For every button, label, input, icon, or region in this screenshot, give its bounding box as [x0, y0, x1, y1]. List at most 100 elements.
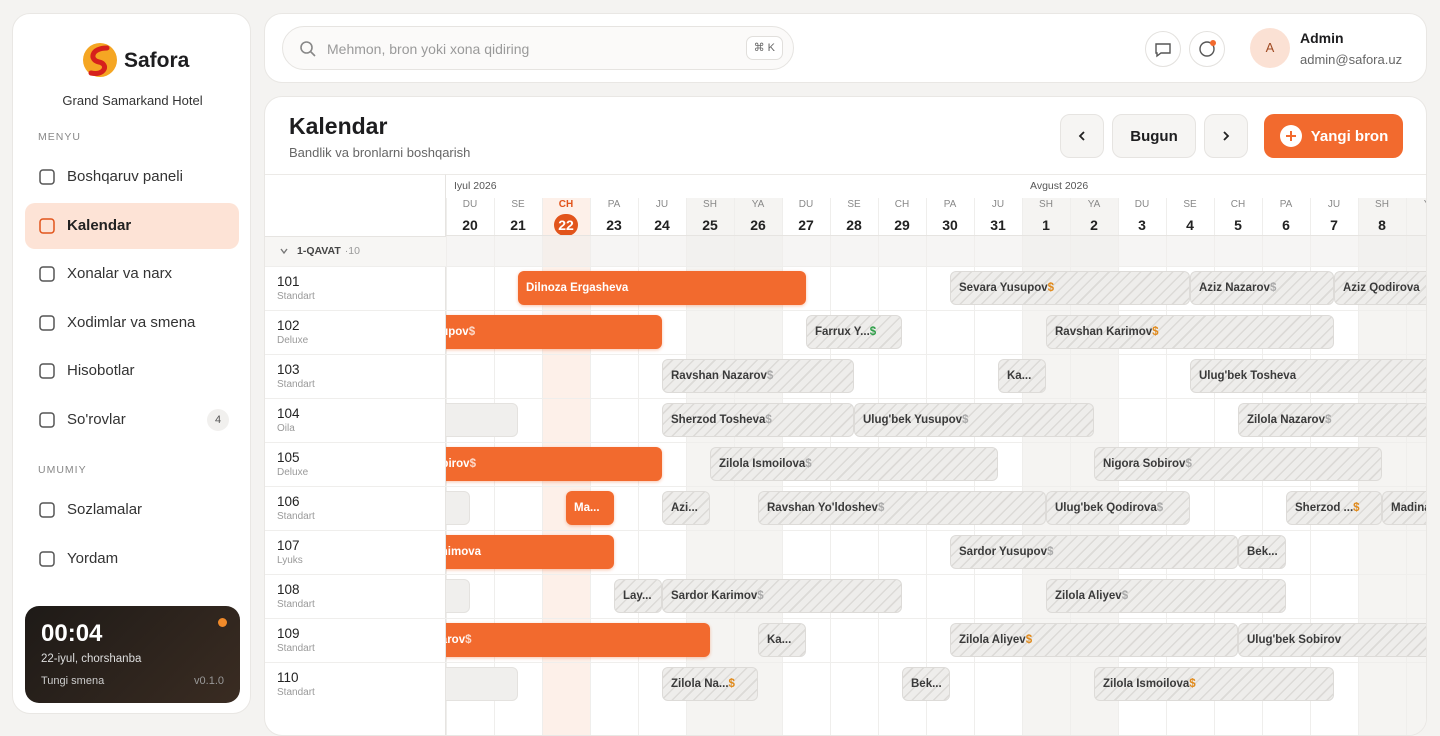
- nav-item[interactable]: Boshqaruv paneli: [25, 154, 239, 200]
- nav-item[interactable]: Sozlamalar: [25, 487, 239, 533]
- messages-button[interactable]: [1145, 31, 1181, 67]
- weekday-label: PA: [1279, 199, 1293, 210]
- booking-bar[interactable]: Farrux Y... $: [806, 315, 902, 349]
- booking-bar[interactable]: Bek...: [1238, 535, 1286, 569]
- guest-name: Ulug'bek Sobirov: [1247, 634, 1342, 646]
- day-label: 20: [462, 217, 478, 233]
- booking-bar[interactable]: Ravshan Yo'ldoshev $: [758, 491, 1046, 525]
- topbar: Mehmon, bron yoki xona qidiring ⌘ K A Ad…: [264, 13, 1427, 83]
- day-label: 24: [654, 217, 670, 233]
- booking-bar[interactable]: S: [446, 579, 470, 613]
- nav-item[interactable]: Hisobotlar: [25, 348, 239, 394]
- day-label: 5: [1234, 217, 1242, 233]
- room-row: [265, 574, 446, 618]
- booking-bar[interactable]: Zilola Aliyev $: [1046, 579, 1286, 613]
- booking-bar[interactable]: Ka...: [998, 359, 1046, 393]
- notifications-button[interactable]: [1189, 31, 1225, 67]
- room-row: [265, 618, 446, 662]
- room-number: 103: [277, 362, 300, 377]
- weekday-label: JU: [991, 199, 1005, 210]
- room-number: 106: [277, 494, 300, 509]
- nav-item[interactable]: Xonalar va narx: [25, 251, 239, 297]
- booking-bar[interactable]: Nigora Sobirov $: [1094, 447, 1382, 481]
- booking-bar[interactable]: Dilnoza Ergasheva: [518, 271, 806, 305]
- booking-bar[interactable]: Sherzod ... $: [1286, 491, 1382, 525]
- nav-item[interactable]: Xodimlar va smena: [25, 300, 239, 346]
- chevron-right: [1223, 131, 1230, 141]
- booking-bar[interactable]: Ulug'bek Qodirova $: [1046, 491, 1190, 525]
- section-title: MENYU: [38, 131, 81, 143]
- search-box[interactable]: Mehmon, bron yoki xona qidiring ⌘ K: [282, 26, 794, 70]
- guest-name: Ulug'bek Tosheva: [1199, 370, 1297, 382]
- booking-bar[interactable]: Azi...: [662, 491, 710, 525]
- day-label: 4: [1186, 217, 1194, 233]
- booking-bar[interactable]: Dilnoza Rahimova: [446, 535, 614, 569]
- booking-bar[interactable]: Madina: [1382, 491, 1427, 525]
- search-placeholder: Mehmon, bron yoki xona qidiring: [327, 41, 530, 57]
- booking-bar[interactable]: Sherzod Tosheva $: [662, 403, 854, 437]
- guest-name: Ravshan Nazarov: [671, 370, 767, 382]
- booking-bar[interactable]: Gul...$: [446, 403, 518, 437]
- booking-bar[interactable]: Ma...: [566, 491, 614, 525]
- weekday-label: SH: [1375, 199, 1389, 210]
- booking-bar[interactable]: Bek...: [902, 667, 950, 701]
- row-line: [446, 530, 1426, 531]
- guest-name: Ma...: [574, 502, 600, 514]
- booking-bar[interactable]: Sevara Yusupov $: [950, 271, 1190, 305]
- booking-bar[interactable]: Ka...$: [446, 667, 518, 701]
- booking-bar[interactable]: Ulug'bek Tosheva: [1190, 359, 1426, 393]
- room-number: 101: [277, 274, 300, 289]
- booking-bar[interactable]: Aziz Nazarov $: [1190, 271, 1334, 305]
- status-dot: [218, 618, 227, 627]
- room-number: 108: [277, 582, 300, 597]
- booking-bar[interactable]: Ulug'bek Sobirov: [1238, 623, 1426, 657]
- nav-item[interactable]: Kalendar: [25, 202, 239, 249]
- booking-bar[interactable]: Farrux Yusupov$: [446, 315, 662, 349]
- booking-bar[interactable]: B: [446, 491, 470, 525]
- room-type: Standart: [277, 511, 315, 522]
- booking-bar[interactable]: Ulug'bek Yusupov $: [854, 403, 1094, 437]
- weekday-label: DU: [462, 199, 478, 210]
- guest-name: Zilola Ismoilova: [719, 458, 806, 470]
- booking-bar[interactable]: Aziz Qodirova: [1334, 271, 1426, 305]
- nav-label: So'rovlar: [67, 410, 126, 428]
- guest-name: Ulug'bek Yusupov: [863, 414, 963, 426]
- guest-name: Zilola Aliyev: [959, 634, 1026, 646]
- room-number: 105: [277, 450, 300, 465]
- avatar[interactable]: A: [1250, 28, 1290, 68]
- room-type: Deluxe: [277, 335, 309, 346]
- collapse-icon[interactable]: [279, 246, 289, 256]
- weekday-label: SH: [1039, 199, 1053, 210]
- booking-bar[interactable]: Zilola Ismoilova $: [710, 447, 998, 481]
- guest-name: Madina: [1391, 502, 1427, 514]
- new-booking-button[interactable]: Yangi bron: [1264, 114, 1403, 158]
- booking-bar[interactable]: Sardor Yusupov $: [950, 535, 1238, 569]
- booking-bar[interactable]: Kamola Sobirov$: [446, 447, 662, 481]
- row-line: [446, 442, 1426, 443]
- today-button[interactable]: Bugun: [1112, 114, 1196, 158]
- booking-bar[interactable]: Ravshan Nazarov $: [662, 359, 854, 393]
- guest-name: Zilola Aliyev: [1055, 590, 1122, 602]
- booking-bar[interactable]: Lay...: [614, 579, 662, 613]
- nav-item[interactable]: Yordam: [25, 536, 239, 582]
- guest-name: Sherzod ...: [1295, 502, 1354, 514]
- room-number: 109: [277, 626, 300, 641]
- booking-bar[interactable]: Sardor Karimov $: [662, 579, 902, 613]
- guest-name: Aziz Qodirova: [1343, 282, 1420, 294]
- prev-button[interactable]: [1060, 114, 1104, 158]
- booking-bar[interactable]: Zilola Na... $: [662, 667, 758, 701]
- nav-item[interactable]: So'rovlar 4: [25, 397, 239, 443]
- guest-name: Nigora Sobirov: [1103, 458, 1186, 470]
- floor-label: 1-QAVAT ·10: [297, 245, 360, 257]
- header-divider: [446, 235, 1426, 236]
- booking-bar[interactable]: Malika Nazarov$: [446, 623, 710, 657]
- booking-bar[interactable]: Ravshan Karimov $: [1046, 315, 1334, 349]
- day-label: 21: [510, 217, 526, 233]
- booking-bar[interactable]: Zilola Aliyev $: [950, 623, 1238, 657]
- booking-bar[interactable]: Ka...: [758, 623, 806, 657]
- sidebar: Safora Grand Samarkand Hotel 00:04 22-iy…: [12, 13, 251, 714]
- booking-bar[interactable]: Zilola Ismoilova $: [1094, 667, 1334, 701]
- next-button[interactable]: [1204, 114, 1248, 158]
- logo-icon: [83, 43, 117, 77]
- booking-bar[interactable]: Zilola Nazarov $: [1238, 403, 1426, 437]
